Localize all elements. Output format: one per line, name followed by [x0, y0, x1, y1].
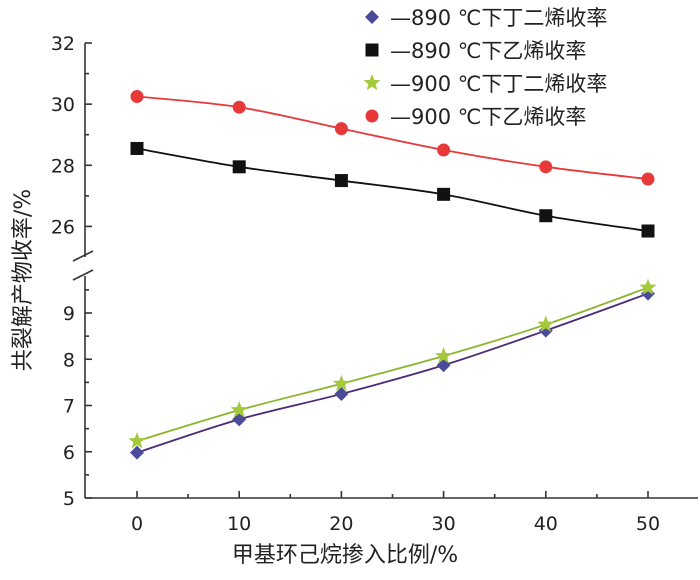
data-point: [435, 347, 453, 364]
data-point: [437, 187, 451, 201]
data-point: [539, 160, 553, 174]
series-line: [136, 292, 649, 454]
y-axis-title: 共裂解产物收率/%: [11, 189, 36, 371]
legend-marker: [365, 10, 379, 24]
series-3: [128, 278, 657, 449]
y-tick-label: 30: [51, 94, 75, 116]
legend-label: —900 ℃下乙烯收率: [390, 105, 586, 129]
data-point: [436, 358, 451, 373]
x-tick-label: 10: [227, 513, 251, 535]
series-2: [130, 141, 655, 238]
data-point: [232, 160, 246, 174]
data-point: [437, 143, 451, 157]
y-tick-label: 8: [63, 349, 75, 371]
y-tick-label: 9: [63, 303, 75, 325]
series-line: [136, 147, 649, 232]
legend-marker: [363, 74, 381, 91]
y-tick-label: 5: [63, 488, 75, 510]
series-line: [136, 286, 649, 442]
y-tick-label: 28: [51, 155, 75, 177]
data-point: [639, 278, 657, 295]
x-tick-label: 30: [432, 513, 456, 535]
y-tick-label: 6: [63, 442, 75, 464]
data-point: [334, 122, 348, 136]
data-point: [130, 445, 144, 460]
y-tick-label: 7: [63, 396, 75, 418]
legend-label: —890 ℃下丁二烯收率: [390, 6, 607, 30]
legend-label: —890 ℃下乙烯收率: [390, 39, 586, 63]
legend-marker: [365, 43, 379, 57]
x-tick-label: 20: [329, 513, 353, 535]
data-point: [334, 386, 349, 401]
axis-break-mark: [72, 250, 94, 262]
data-point: [332, 374, 350, 392]
data-point: [641, 224, 655, 238]
axes: 0 10 20 30 40 50 26 28 30 32 5 6 7 8 9: [51, 33, 698, 535]
series-layer: [128, 90, 657, 460]
data-point: [130, 141, 144, 155]
legend: —890 ℃下丁二烯收率 —890 ℃下乙烯收率 —900 ℃下丁二烯收率 —900 …: [363, 6, 607, 129]
data-point: [232, 412, 247, 427]
y-tick-label: 32: [51, 33, 75, 55]
axis-break-mark: [72, 269, 94, 281]
data-point: [232, 100, 246, 114]
series-1: [130, 286, 655, 460]
data-point: [130, 90, 144, 103]
x-tick-label: 0: [131, 513, 143, 535]
series-line: [136, 95, 649, 180]
data-point: [537, 315, 555, 332]
data-point: [539, 209, 553, 223]
series-4: [130, 90, 655, 186]
legend-marker: [365, 109, 379, 123]
x-tick-label: 40: [534, 513, 558, 535]
data-point: [334, 174, 348, 188]
legend-label: —900 ℃下丁二烯收率: [390, 72, 607, 96]
x-tick-label: 50: [636, 513, 660, 535]
y-tick-label: 26: [51, 216, 75, 238]
data-point: [230, 401, 248, 418]
data-point: [641, 172, 655, 186]
data-point: [128, 432, 146, 449]
x-axis-title: 甲基环己烷掺入比例/%: [232, 543, 458, 568]
